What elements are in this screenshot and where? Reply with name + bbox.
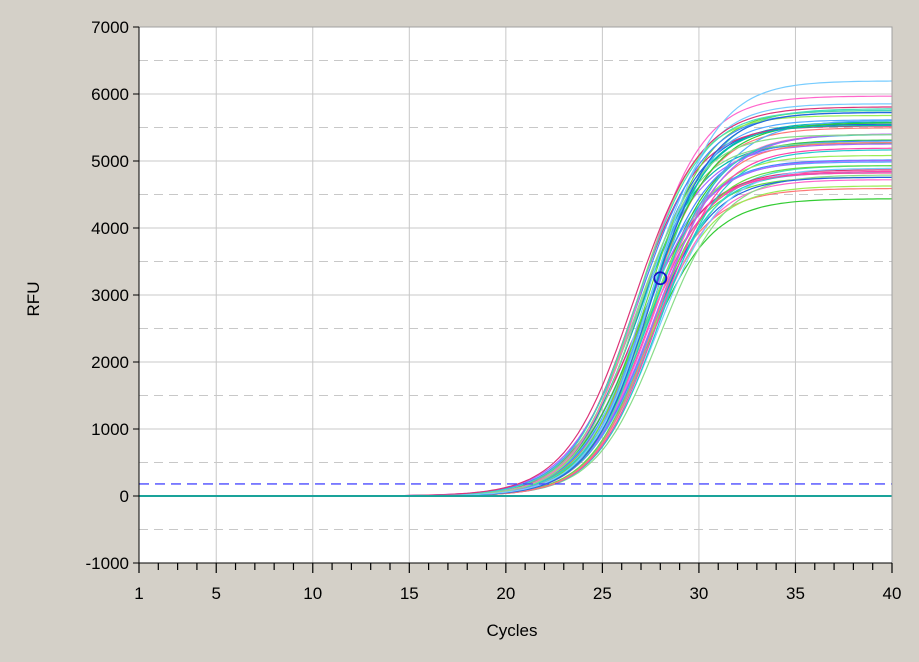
x-tick-label: 1 — [134, 584, 143, 603]
x-tick-label: 5 — [211, 584, 220, 603]
x-tick-label: 25 — [593, 584, 612, 603]
y-tick-label: 3000 — [91, 286, 129, 305]
x-tick-label: 35 — [786, 584, 805, 603]
y-tick-label: 2000 — [91, 353, 129, 372]
y-axis-label: RFU — [24, 282, 43, 317]
y-tick-label: -1000 — [86, 554, 129, 573]
x-tick-label: 30 — [689, 584, 708, 603]
x-tick-label: 15 — [400, 584, 419, 603]
y-tick-label: 5000 — [91, 152, 129, 171]
threshold-marker — [653, 271, 668, 286]
x-tick-label: 40 — [883, 584, 902, 603]
y-tick-label: 7000 — [91, 18, 129, 37]
reference-lines — [139, 271, 892, 497]
y-tick-label: 1000 — [91, 420, 129, 439]
x-tick-label: 10 — [303, 584, 322, 603]
y-tick-label: 6000 — [91, 85, 129, 104]
y-tick-label: 4000 — [91, 219, 129, 238]
y-tick-label: 0 — [120, 487, 129, 506]
x-tick-label: 20 — [496, 584, 515, 603]
x-axis-label: Cycles — [486, 621, 537, 640]
